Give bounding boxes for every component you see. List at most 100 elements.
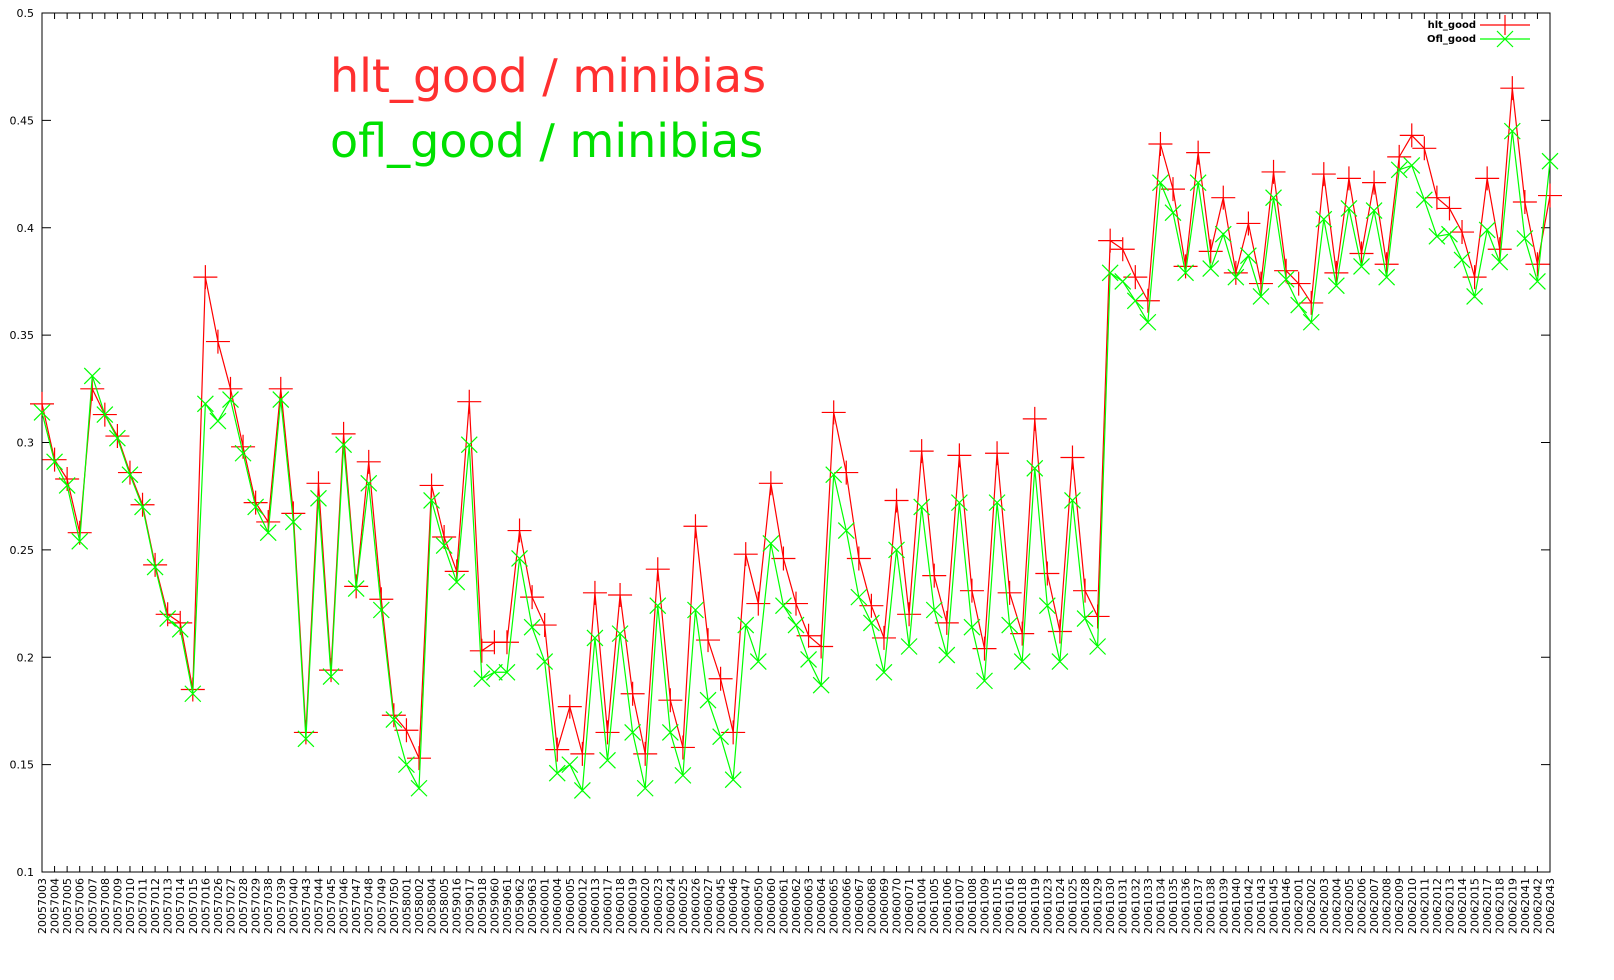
x-tick-label: 20057029	[250, 878, 263, 934]
point	[561, 756, 579, 774]
y-tick-label: 0.25	[10, 544, 35, 557]
point	[1450, 220, 1475, 245]
x-tick-label: 20062043	[1544, 878, 1557, 934]
point	[1466, 288, 1484, 305]
point	[184, 685, 202, 703]
point	[683, 514, 708, 539]
point	[1098, 228, 1123, 253]
point	[658, 688, 683, 713]
x-tick-label: 20059063	[526, 878, 539, 934]
x-tick-label: 20060064	[815, 878, 828, 934]
x-tick-label: 20062013	[1443, 878, 1456, 934]
x-tick-label: 20061032	[1129, 878, 1142, 934]
point	[306, 471, 331, 496]
x-tick-label: 20057011	[137, 878, 150, 934]
x-tick-label: 20060066	[840, 878, 853, 934]
point	[1353, 257, 1370, 275]
x-tick-label: 20057008	[99, 878, 112, 934]
x-tick-label: 20057014	[174, 878, 187, 934]
point	[1290, 296, 1308, 314]
x-tick-label: 20057044	[312, 878, 325, 934]
point	[372, 601, 390, 619]
x-tick-label: 20060062	[790, 878, 803, 934]
x-tick-label: 20057046	[338, 878, 351, 934]
x-tick-label: 20062014	[1456, 878, 1469, 934]
x-tick-label: 20061045	[1268, 878, 1281, 934]
point	[1327, 277, 1345, 295]
x-tick-label: 20061016	[1004, 878, 1017, 934]
annotation: ofl_good / minibias	[330, 114, 763, 168]
x-tick-label: 20057009	[111, 878, 124, 934]
point	[469, 638, 494, 663]
x-tick-label: 20059017	[463, 878, 476, 934]
x-tick-label: 20057003	[36, 878, 49, 934]
series-line	[41, 88, 1551, 759]
point	[96, 406, 114, 424]
point	[645, 557, 670, 582]
point	[884, 488, 909, 513]
point	[1390, 161, 1408, 179]
point	[1064, 492, 1081, 509]
point	[1126, 292, 1144, 310]
point	[875, 663, 893, 681]
point	[758, 471, 783, 496]
x-tick-label: 20060018	[614, 878, 627, 934]
x-tick-label: 20057028	[237, 878, 250, 934]
x-tick-label: 20060047	[740, 878, 753, 934]
point	[1336, 166, 1361, 191]
point	[234, 444, 252, 462]
x-tick-label: 20061034	[1154, 878, 1167, 934]
point	[988, 494, 1006, 512]
point	[620, 681, 645, 706]
point	[284, 513, 302, 531]
point	[1525, 252, 1550, 277]
x-tick-label: 20061004	[916, 878, 929, 934]
x-tick-label: 20061005	[928, 878, 941, 934]
x-tick-label: 20061019	[1029, 878, 1042, 934]
point	[121, 466, 139, 484]
x-tick-label: 20061043	[1255, 878, 1268, 934]
point	[105, 424, 130, 449]
point	[1239, 247, 1257, 265]
point	[985, 441, 1010, 466]
series-line	[41, 131, 1551, 793]
point	[771, 546, 796, 571]
point	[599, 751, 616, 769]
point	[1189, 174, 1207, 192]
point	[821, 400, 846, 425]
point	[976, 672, 993, 690]
y-tick-label: 0.35	[10, 329, 35, 342]
point	[724, 771, 742, 789]
point	[699, 691, 717, 709]
x-tick-label: 20058004	[426, 878, 439, 934]
point	[548, 764, 566, 782]
point	[611, 625, 629, 643]
point	[1223, 260, 1248, 285]
point	[950, 494, 968, 512]
x-tick-label: 20061025	[1066, 878, 1079, 934]
point	[972, 636, 997, 661]
point	[222, 391, 239, 408]
point	[520, 585, 545, 610]
y-tick-label: 0.15	[10, 759, 35, 772]
point	[1152, 174, 1169, 192]
point	[687, 601, 704, 619]
point	[1324, 260, 1349, 285]
point	[775, 597, 792, 615]
point	[1529, 273, 1546, 290]
point	[532, 613, 557, 638]
x-tick-label: 20061046	[1280, 878, 1293, 934]
x-tick-label: 20061006	[941, 878, 954, 934]
x-tick-label: 20061024	[1054, 878, 1067, 934]
point	[963, 618, 981, 636]
point	[1252, 288, 1270, 305]
point	[1415, 191, 1433, 209]
x-tick-label: 20057038	[262, 878, 275, 934]
x-tick-label: 20059018	[476, 878, 489, 934]
point	[871, 625, 896, 650]
x-tick-label: 20062018	[1494, 878, 1507, 934]
x-tick-label: 20060020	[639, 878, 652, 934]
point	[1139, 313, 1157, 331]
x-tick-label: 20062001	[1293, 878, 1306, 934]
point	[448, 573, 466, 591]
